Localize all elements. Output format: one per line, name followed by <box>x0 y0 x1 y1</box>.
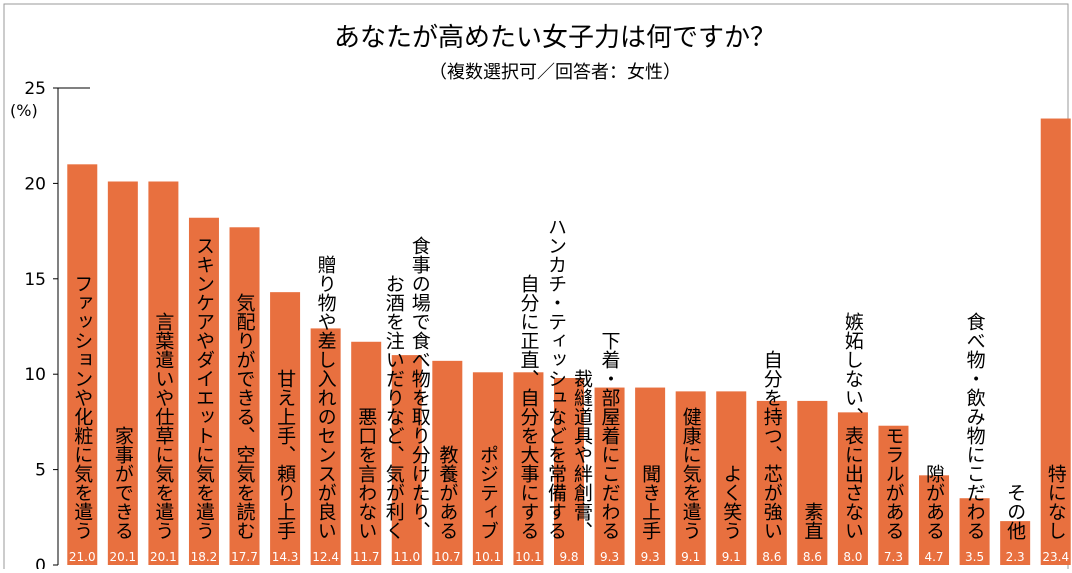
bar <box>107 181 138 565</box>
x-category-label: ファッションや化粧に気を遣う <box>71 274 93 540</box>
value-label: 9.1 <box>681 550 700 564</box>
bar <box>67 164 98 565</box>
bar <box>716 391 747 565</box>
bar <box>878 425 909 565</box>
y-tick-label: 25 <box>24 79 46 99</box>
bar <box>391 355 422 565</box>
value-label: 12.4 <box>312 550 339 564</box>
bar <box>959 498 990 565</box>
x-category-label: ハンカチ・ティッシュなどを常備する <box>545 217 567 540</box>
x-category-label: 自分を持つ、芯が強い <box>761 350 783 540</box>
value-label: 4.7 <box>924 550 943 564</box>
x-category-label: 贈り物や差し入れのセンスが良い <box>315 255 337 540</box>
x-category-label: 食事の場で食べ物を取り分けたり、 <box>409 236 431 540</box>
chart-subtitle: （複数選択可／回答者：女性） <box>429 62 681 83</box>
x-category-label: 健康に気を遣う <box>680 407 702 540</box>
value-label: 11.0 <box>393 550 420 564</box>
bar <box>1040 118 1071 565</box>
bar <box>756 400 787 565</box>
bar <box>432 360 463 565</box>
x-category-label: 下着・部屋着にこだわる <box>599 331 621 540</box>
value-label: 8.0 <box>843 550 862 564</box>
value-label: 20.1 <box>109 550 136 564</box>
value-label: 11.7 <box>353 550 380 564</box>
x-category-label: 特になし <box>1045 464 1067 540</box>
x-category-label: 嫉妬しない、表に出さない <box>842 312 864 540</box>
x-category-label: 隙がある <box>923 464 945 540</box>
x-category-label: スキンケアやダイエットに気を遣う <box>193 236 215 540</box>
bar <box>594 387 625 565</box>
value-label: 21.0 <box>69 550 96 564</box>
bar <box>513 372 544 565</box>
x-category-label: よく笑う <box>720 464 742 540</box>
value-label: 23.4 <box>1042 550 1069 564</box>
x-category-label: 悪口を言わない <box>355 407 377 540</box>
x-category-label: 裁縫道具や絆創膏、 <box>571 369 593 540</box>
value-label: 9.3 <box>600 550 619 564</box>
value-label: 20.1 <box>150 550 177 564</box>
bar <box>229 227 260 565</box>
value-label: 18.2 <box>191 550 218 564</box>
x-category-label: 自分に正直、自分を大事にする <box>517 274 539 540</box>
value-label: 10.1 <box>475 550 502 564</box>
y-tick-label: 5 <box>35 461 46 481</box>
x-category-label: 甘え上手、頼り上手 <box>274 369 296 540</box>
y-tick-label: 15 <box>24 270 46 290</box>
x-category-label: お酒を注いだりなど、気が利く <box>383 274 405 540</box>
bar <box>837 412 868 565</box>
bar <box>1000 521 1031 565</box>
x-category-label: ポジティブ <box>477 445 499 540</box>
x-category-label: 言葉遣いや仕草に気を遣う <box>152 312 174 540</box>
y-tick-label: 20 <box>24 174 46 194</box>
value-label: 9.8 <box>559 550 578 564</box>
value-label: 8.6 <box>762 550 781 564</box>
bar <box>270 292 301 565</box>
y-tick-label: 10 <box>24 365 46 385</box>
x-category-label: 食べ物・飲み物にこだわる <box>964 312 986 540</box>
bar <box>919 475 950 565</box>
x-category-label: 気配りができる、空気を読む <box>234 293 256 540</box>
x-category-label: モラルがある <box>882 426 904 540</box>
x-category-label: 教養がある <box>436 445 458 540</box>
x-category-label: その他 <box>1004 483 1026 540</box>
value-label: 9.1 <box>722 550 741 564</box>
bar <box>554 378 584 565</box>
value-label: 10.1 <box>515 550 542 564</box>
bar <box>635 387 666 565</box>
x-category-label: 家事ができる <box>112 426 134 540</box>
bar <box>675 391 706 565</box>
value-label: 2.3 <box>1006 550 1025 564</box>
bar <box>188 217 219 565</box>
x-category-label: 聞き上手 <box>639 464 661 540</box>
value-label: 8.6 <box>803 550 822 564</box>
x-category-label: 素直 <box>801 502 823 540</box>
chart-title: あなたが高めたい女子力は何ですか？ <box>334 23 776 53</box>
value-label: 14.3 <box>272 550 299 564</box>
bar <box>797 400 828 565</box>
y-tick-label: 0 <box>35 556 46 569</box>
bar <box>148 181 179 565</box>
bar <box>310 328 341 565</box>
value-label: 3.5 <box>965 550 984 564</box>
value-label: 10.7 <box>434 550 461 564</box>
value-label: 7.3 <box>884 550 903 564</box>
value-label: 9.3 <box>641 550 660 564</box>
y-axis-label: (%) <box>10 101 38 120</box>
bar <box>351 341 382 565</box>
value-label: 17.7 <box>231 550 258 564</box>
bar <box>472 372 503 565</box>
